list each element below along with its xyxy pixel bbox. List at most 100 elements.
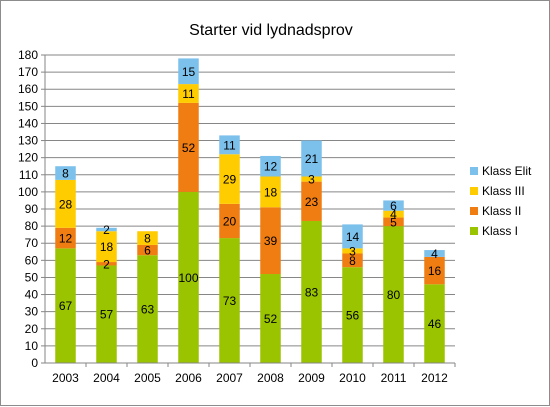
data-label: 63 [141,303,155,317]
bar-segment [55,227,76,249]
legend-label: Klass II [482,204,521,218]
y-tick-label: 30 [25,305,39,319]
data-label: 39 [264,234,278,248]
y-tick-label: 20 [25,322,39,336]
y-tick-label: 50 [25,270,39,284]
data-label: 12 [59,232,73,246]
chart-title: Starter vid lydnadsprov [189,22,353,39]
data-label: 52 [264,312,278,326]
bar-segment [219,135,240,155]
data-label: 8 [62,167,69,181]
bar-segment [96,231,117,263]
bar-segment [55,166,76,180]
bar-segment [383,217,404,227]
bar-segment [178,84,199,103]
data-label: 73 [223,294,237,308]
bar-segment [342,224,363,249]
x-tick-label: 2008 [257,371,284,385]
data-label: 23 [305,195,319,209]
bar-segment [301,220,322,363]
data-label: 100 [178,271,198,285]
y-tick-label: 140 [18,116,38,130]
bar-segment [55,248,76,363]
x-tick-label: 2003 [52,371,79,385]
x-tick-label: 2007 [216,371,243,385]
data-label: 2 [103,257,110,271]
y-tick-label: 150 [18,99,38,113]
bar-segment [424,256,445,285]
data-label: 15 [182,65,196,79]
bar-segment [137,255,158,363]
bar-segment [96,265,117,363]
y-tick-label: 60 [25,253,39,267]
data-label: 3 [308,173,315,187]
y-tick-label: 80 [25,219,39,233]
data-label: 12 [264,160,278,174]
bar-segment [219,238,240,363]
bars [55,58,445,363]
bar-segment [137,231,158,245]
legend-swatch [470,207,478,215]
bar-segment [424,284,445,363]
bar-segment [260,274,281,363]
bar-segment [55,179,76,228]
x-tick-label: 2012 [421,371,448,385]
x-tick-label: 2005 [134,371,161,385]
y-tick-label: 100 [18,185,38,199]
x-tick-label: 2011 [381,371,407,385]
data-label: 46 [428,317,442,331]
y-tick-label: 110 [19,168,38,182]
axes: 0 10 20 30 40 50 60 70 80 90 100 110 120 130 140 150 160… [18,48,456,385]
data-label: 80 [387,288,401,302]
data-label: 67 [59,299,73,313]
bar-segment [96,227,117,232]
x-tick-label: 2010 [339,371,366,385]
data-label: 18 [264,185,278,199]
data-label: 8 [349,254,356,268]
legend: Klass Elit Klass III Klass II Klass I [470,164,532,238]
y-tick-label: 40 [25,288,39,302]
y-tick-label: 0 [31,356,38,370]
legend-label: Klass I [482,224,518,238]
legend-swatch [470,227,478,235]
legend-label: Klass Elit [482,164,532,178]
data-label: 56 [346,309,360,323]
data-label: 6 [390,199,397,213]
data-label: 5 [390,215,397,229]
bar-segment [178,102,199,192]
y-tick-label: 120 [18,151,38,165]
bar-segment [260,155,281,177]
bar-segment [301,140,322,177]
y-tick-label: 10 [25,339,39,353]
bar-segment [342,248,363,254]
bar-segment [424,250,445,257]
y-tick-label: 70 [25,236,39,250]
bar-segment [178,191,199,363]
x-tick-label: 2004 [93,371,120,385]
data-label: 11 [182,87,195,101]
legend-label: Klass III [482,184,525,198]
data-label: 28 [59,197,73,211]
bar-segment [301,176,322,182]
data-label: 4 [390,208,397,222]
y-tick-label: 160 [18,82,38,96]
bar-segment [219,203,240,239]
data-label: 16 [428,264,442,278]
bar-segment [219,154,240,204]
bar-segment [342,253,363,268]
bar-segment [137,244,158,256]
legend-swatch [470,167,478,175]
data-label: 83 [305,285,319,299]
bar-segment [96,262,117,266]
y-tick-label: 170 [18,65,38,79]
data-label: 14 [346,230,360,244]
data-label: 6 [144,244,151,258]
bar-segment [383,210,404,218]
y-tick-label: 90 [25,202,39,216]
bar-segment [383,226,404,363]
bar-segment [260,207,281,275]
data-label: 8 [144,232,151,246]
data-label: 52 [182,141,196,155]
